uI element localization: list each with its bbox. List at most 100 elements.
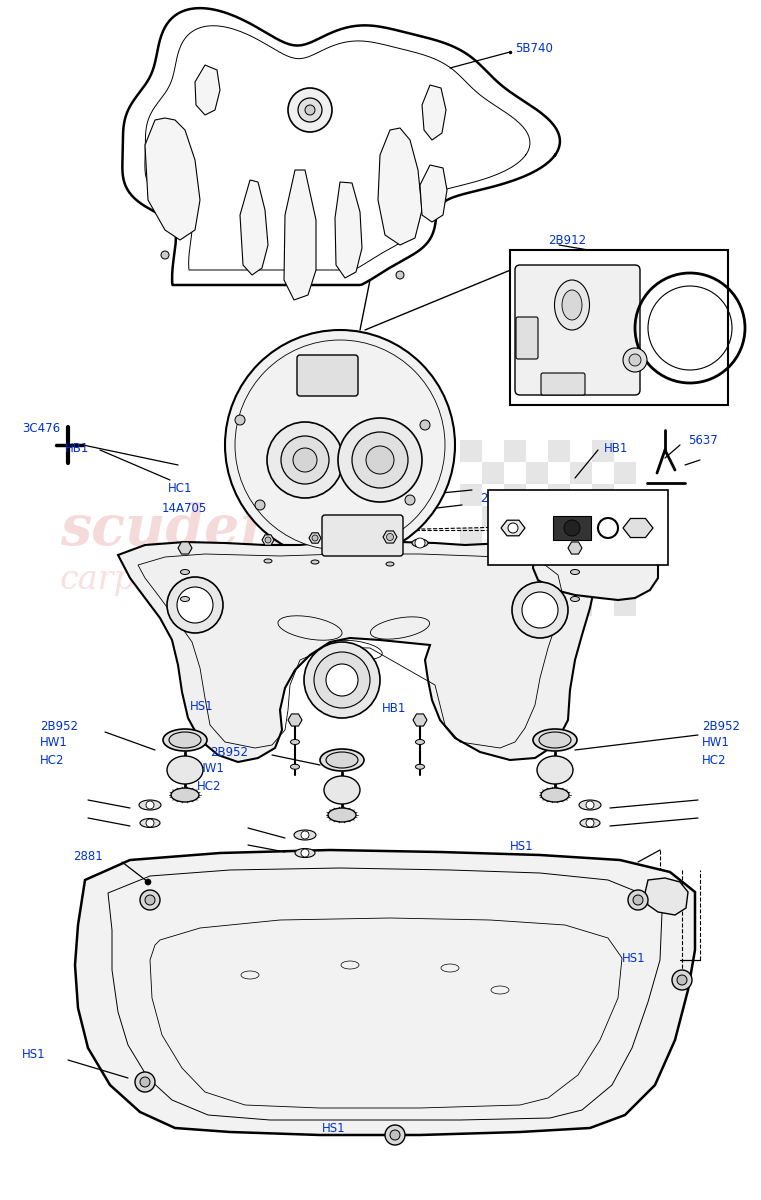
Ellipse shape bbox=[171, 788, 199, 802]
Circle shape bbox=[314, 652, 370, 708]
Circle shape bbox=[512, 582, 568, 638]
Bar bbox=[504, 484, 526, 506]
Bar bbox=[460, 572, 482, 594]
Text: HW2: HW2 bbox=[394, 498, 422, 510]
Circle shape bbox=[293, 448, 317, 472]
Polygon shape bbox=[533, 542, 658, 600]
Circle shape bbox=[146, 818, 154, 827]
Ellipse shape bbox=[541, 788, 569, 802]
FancyBboxPatch shape bbox=[297, 355, 358, 396]
Text: 14A705: 14A705 bbox=[162, 502, 207, 515]
Ellipse shape bbox=[140, 818, 160, 828]
Text: HS1: HS1 bbox=[190, 700, 214, 713]
Ellipse shape bbox=[264, 559, 272, 563]
Bar bbox=[614, 462, 636, 484]
Bar bbox=[504, 550, 526, 572]
Ellipse shape bbox=[291, 764, 300, 769]
Polygon shape bbox=[262, 535, 274, 545]
Text: 2B952: 2B952 bbox=[702, 720, 740, 732]
Bar bbox=[510, 250, 728, 404]
Circle shape bbox=[415, 538, 425, 548]
Text: 2881: 2881 bbox=[73, 850, 103, 863]
Ellipse shape bbox=[416, 764, 425, 769]
Bar bbox=[460, 484, 482, 506]
Bar bbox=[548, 462, 570, 484]
Polygon shape bbox=[645, 878, 688, 914]
Bar bbox=[482, 462, 504, 484]
Bar bbox=[548, 484, 570, 506]
Circle shape bbox=[235, 415, 245, 425]
Bar bbox=[570, 440, 592, 462]
Bar bbox=[482, 572, 504, 594]
Bar bbox=[504, 462, 526, 484]
Text: 2B952: 2B952 bbox=[40, 720, 78, 732]
FancyBboxPatch shape bbox=[541, 373, 585, 395]
Bar bbox=[592, 550, 614, 572]
FancyBboxPatch shape bbox=[515, 265, 640, 395]
Circle shape bbox=[140, 1078, 150, 1087]
Circle shape bbox=[304, 642, 380, 718]
Ellipse shape bbox=[180, 596, 189, 601]
Ellipse shape bbox=[294, 830, 316, 840]
Polygon shape bbox=[288, 714, 302, 726]
Text: HS1: HS1 bbox=[22, 1049, 46, 1062]
Bar bbox=[592, 484, 614, 506]
Ellipse shape bbox=[291, 739, 300, 744]
Ellipse shape bbox=[555, 280, 590, 330]
Ellipse shape bbox=[167, 756, 203, 784]
Polygon shape bbox=[420, 164, 447, 222]
Ellipse shape bbox=[580, 818, 600, 828]
Bar bbox=[570, 594, 592, 616]
Text: HW1: HW1 bbox=[197, 762, 224, 775]
Circle shape bbox=[633, 895, 643, 905]
Bar bbox=[614, 506, 636, 528]
Bar bbox=[526, 528, 548, 550]
Bar bbox=[460, 594, 482, 616]
Polygon shape bbox=[623, 518, 653, 538]
Circle shape bbox=[145, 895, 155, 905]
Ellipse shape bbox=[324, 776, 360, 804]
Text: HW1: HW1 bbox=[40, 737, 68, 750]
Circle shape bbox=[564, 520, 580, 536]
Text: HW1: HW1 bbox=[702, 737, 730, 750]
Bar bbox=[460, 440, 482, 462]
Circle shape bbox=[135, 1072, 155, 1092]
Ellipse shape bbox=[571, 596, 579, 601]
Circle shape bbox=[301, 830, 309, 839]
Text: HS1: HS1 bbox=[322, 1122, 345, 1134]
Circle shape bbox=[586, 802, 594, 809]
Text: HB1: HB1 bbox=[604, 442, 629, 455]
Bar bbox=[482, 506, 504, 528]
Text: HC1: HC1 bbox=[168, 481, 193, 494]
Bar bbox=[614, 484, 636, 506]
Bar bbox=[614, 594, 636, 616]
Bar bbox=[504, 440, 526, 462]
Polygon shape bbox=[378, 128, 422, 245]
Bar bbox=[548, 572, 570, 594]
Ellipse shape bbox=[163, 728, 207, 751]
Ellipse shape bbox=[539, 732, 571, 748]
FancyBboxPatch shape bbox=[322, 515, 403, 556]
Text: HC2: HC2 bbox=[197, 780, 221, 792]
Bar bbox=[570, 506, 592, 528]
Circle shape bbox=[390, 1130, 400, 1140]
Circle shape bbox=[267, 422, 343, 498]
Bar bbox=[482, 440, 504, 462]
Text: HS1: HS1 bbox=[510, 840, 533, 852]
Ellipse shape bbox=[412, 539, 428, 547]
Polygon shape bbox=[422, 85, 446, 140]
Bar bbox=[570, 462, 592, 484]
Polygon shape bbox=[240, 180, 268, 275]
Ellipse shape bbox=[579, 800, 601, 810]
Bar bbox=[460, 528, 482, 550]
Ellipse shape bbox=[180, 570, 189, 575]
Ellipse shape bbox=[169, 732, 201, 748]
Polygon shape bbox=[501, 521, 525, 535]
Circle shape bbox=[298, 98, 322, 122]
Text: HS1: HS1 bbox=[245, 481, 269, 494]
Bar bbox=[614, 550, 636, 572]
Polygon shape bbox=[335, 182, 362, 278]
Bar bbox=[482, 594, 504, 616]
Ellipse shape bbox=[295, 848, 315, 858]
Bar bbox=[614, 528, 636, 550]
